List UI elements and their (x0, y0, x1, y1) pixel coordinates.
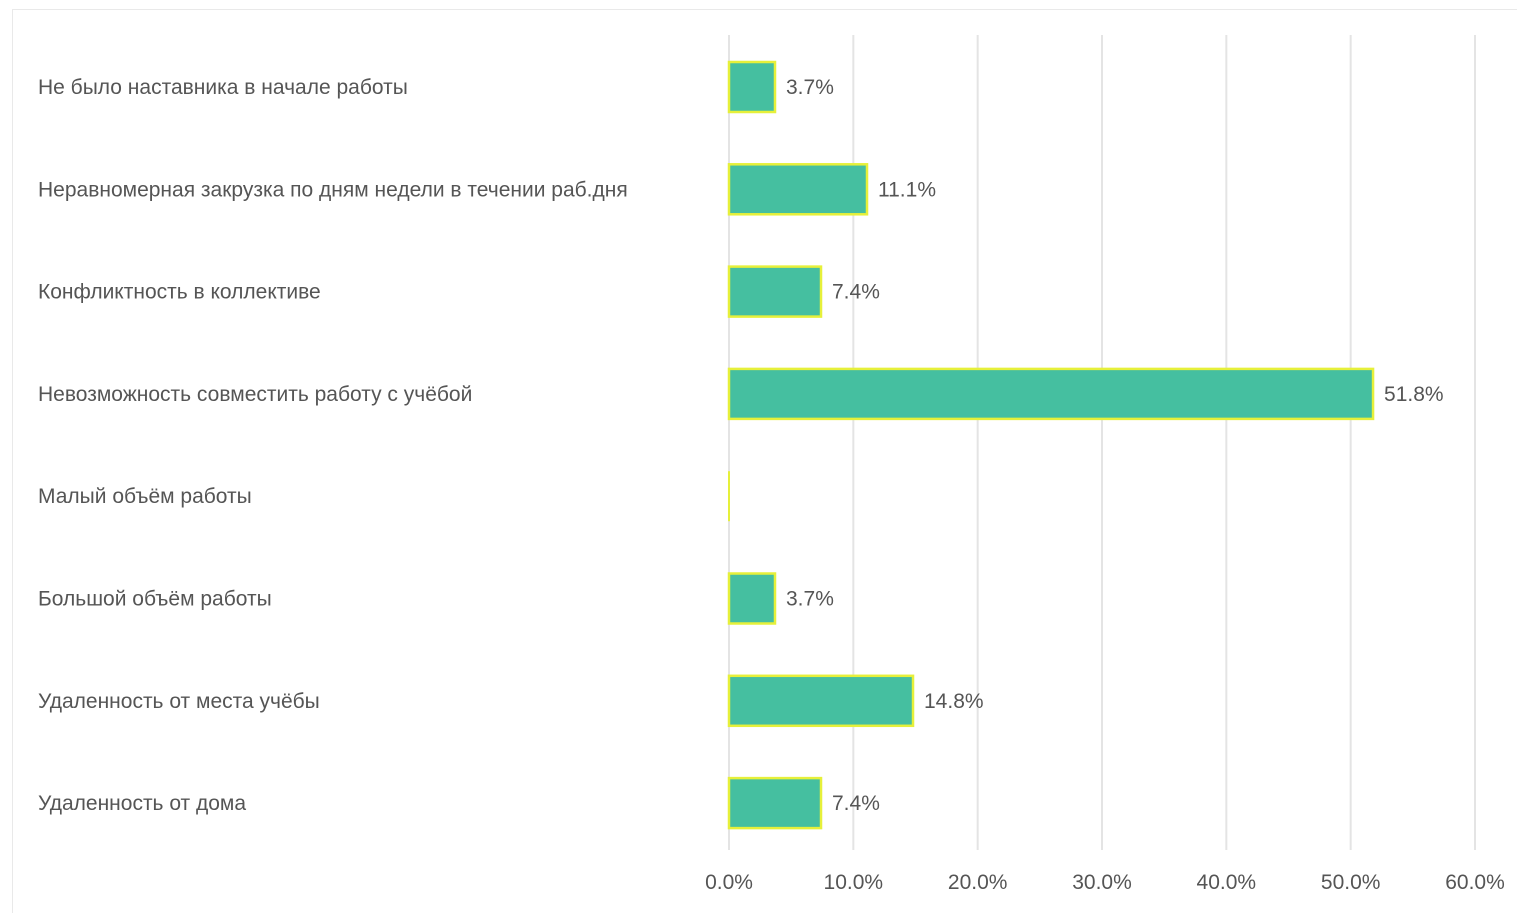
bar (727, 776, 823, 830)
bar (727, 367, 1375, 421)
x-tick-label: 30.0% (1072, 871, 1132, 894)
bar (727, 60, 777, 114)
bars (727, 60, 1375, 830)
value-label: 51.8% (1384, 383, 1444, 406)
x-tick-label: 10.0% (824, 871, 884, 894)
bar (727, 674, 915, 728)
category-label: Малый объём работы (38, 485, 252, 508)
x-tick-label: 50.0% (1321, 871, 1381, 894)
x-axis-ticks: 0.0% 10.0% 20.0% 30.0% 40.0% 50.0% 60.0% (705, 871, 1505, 894)
value-label: 3.7% (786, 76, 834, 99)
category-label: Большой объём работы (38, 588, 272, 611)
x-tick-label: 0.0% (705, 871, 753, 894)
bar (727, 572, 777, 625)
category-labels: Не было наставника в начале работы Неравн… (38, 76, 628, 815)
x-tick-label: 40.0% (1197, 871, 1257, 894)
value-label: 7.4% (832, 281, 880, 304)
category-label: Невозможность совместить работу с учёбой (38, 383, 472, 406)
value-labels: 3.7% 11.1% 7.4% 51.8% 3.7% 14.8% 7.4% (786, 76, 1444, 815)
x-tick-label: 20.0% (948, 871, 1008, 894)
value-label: 11.1% (878, 178, 936, 201)
bar (727, 163, 869, 216)
value-label: 3.7% (786, 588, 834, 611)
category-label: Удаленность от дома (38, 792, 246, 815)
value-label: 14.8% (924, 690, 984, 713)
category-label: Неравномерная закрузка по дням недели в … (38, 178, 628, 201)
x-tick-label: 60.0% (1445, 871, 1505, 894)
value-label: 7.4% (832, 792, 880, 815)
category-label: Удаленность от места учёбы (38, 690, 320, 713)
category-label: Не было наставника в начале работы (38, 76, 408, 99)
grid-lines (728, 35, 1476, 850)
category-label: Конфликтность в коллективе (38, 281, 321, 304)
bar (727, 265, 823, 318)
chart-frame (12, 9, 1517, 913)
